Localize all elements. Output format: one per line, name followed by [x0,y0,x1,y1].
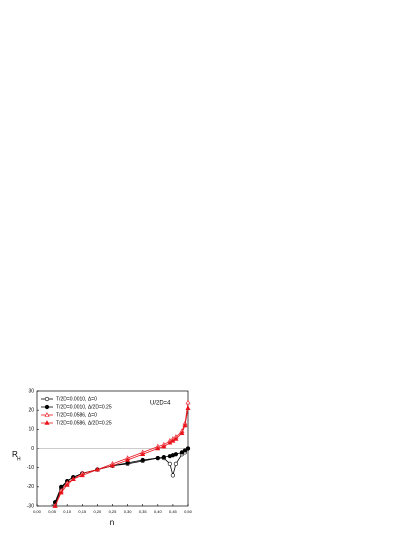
point [179,450,185,455]
point [173,452,179,457]
point [182,448,188,453]
point [79,472,85,478]
legend-label: T/2D=0.0586, Δ=0 [56,412,97,418]
y-tick-label: 20 [28,407,34,413]
y-tick-label: -30 [27,503,34,509]
point [64,482,70,487]
point [140,451,146,457]
point [185,446,191,451]
x-tick-label: 0,45 [169,509,178,514]
point [173,461,179,466]
x-tick-label: 0,20 [94,509,103,514]
point [155,455,160,461]
y-tick-label: -10 [27,465,34,471]
x-tick-label: 0,05 [48,509,57,514]
point [167,461,172,466]
point [173,436,179,441]
y-tick-label: -20 [27,484,34,490]
x-tick-label: 0,00 [33,509,42,514]
legend-marker [44,420,50,425]
y-axis-label: R [12,450,18,459]
annotation: U/2D=4 [150,401,171,407]
x-tick-label: 0,10 [63,509,72,514]
legend-marker [44,396,50,402]
y-tick-label: 10 [28,427,34,433]
x-tick-label: 0,35 [139,509,148,514]
point [94,466,100,472]
point [182,422,188,428]
point [170,473,175,478]
x-tick-label: 0,50 [184,509,193,514]
x-tick-label: 0,30 [124,509,133,514]
point [58,489,64,495]
y-axis-label-subscript: H [17,456,21,462]
point [52,503,58,508]
legend-marker [44,412,50,417]
legend-label: T/2D=0.0010, Δ/2D=0.25 [56,404,112,410]
point [140,457,145,463]
point [70,476,76,481]
point [185,399,191,405]
point [125,457,131,462]
point [109,462,116,468]
point [185,405,191,411]
point [161,443,167,449]
point [161,455,166,460]
y-tick-label: 30 [28,388,34,394]
point [155,445,161,451]
point [179,430,185,435]
x-tick-label: 0,15 [78,509,87,514]
y-tick-label: 0 [31,446,34,452]
x-tick-label: 0,40 [154,509,163,514]
legend-label: T/2D=0.0010, Δ=0 [56,396,97,402]
x-tick-label: 0,25 [109,509,118,514]
legend-marker [44,404,50,410]
legend-label: T/2D=0.0586, Δ/2D=0.25 [56,420,112,426]
x-axis-label: n [110,518,114,527]
